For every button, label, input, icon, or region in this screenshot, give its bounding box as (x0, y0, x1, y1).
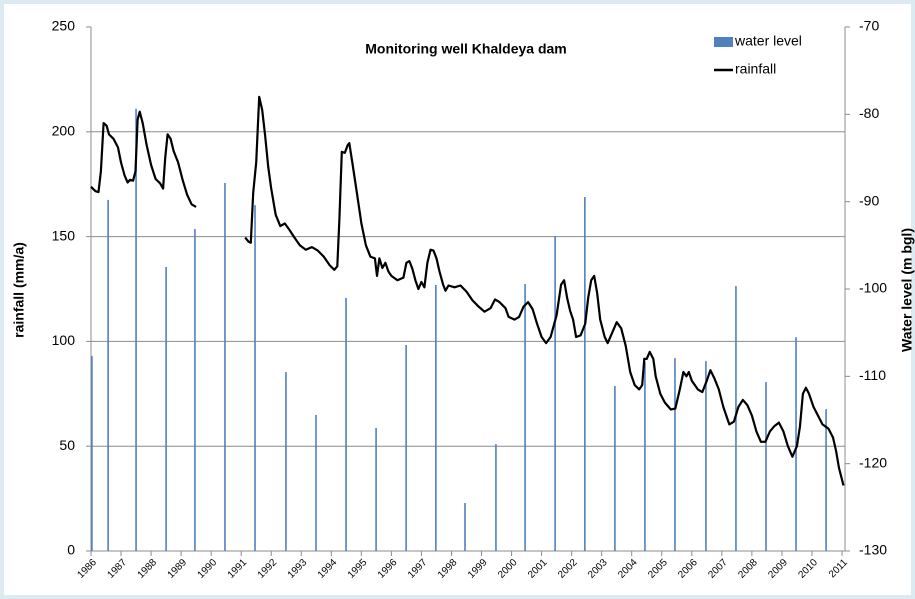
bar (315, 414, 317, 551)
chart-background (4, 4, 911, 595)
bar (224, 182, 226, 552)
y2-tick-label: -130 (859, 542, 887, 558)
bar (674, 358, 676, 551)
bar (795, 337, 797, 551)
bar (107, 199, 109, 552)
bar (345, 298, 347, 551)
bar (614, 386, 616, 551)
y-tick-label: 0 (67, 542, 75, 558)
y2-tick-label: -110 (859, 367, 886, 383)
bar (554, 235, 556, 552)
bar (705, 361, 707, 551)
bar (644, 361, 646, 551)
bar (254, 205, 256, 551)
bar (825, 409, 827, 551)
bar (435, 285, 437, 551)
y-tick-label: 150 (52, 227, 76, 243)
bar (524, 283, 526, 551)
legend-label: rainfall (735, 61, 776, 77)
y2-tick-label: -70 (859, 18, 879, 34)
y-tick-label: 100 (52, 332, 76, 348)
bar (165, 266, 167, 551)
y-tick-label: 250 (52, 18, 76, 34)
y2-tick-label: -80 (859, 105, 879, 121)
y2-axis-label: Water level (m bgl) (899, 228, 915, 352)
bar (405, 344, 407, 551)
bar (584, 196, 586, 551)
bar (194, 229, 196, 552)
y2-tick-label: -120 (859, 454, 887, 470)
bar (765, 382, 767, 551)
y2-tick-label: -100 (859, 280, 887, 296)
y-tick-label: 200 (52, 123, 76, 139)
bar (464, 503, 466, 551)
bar (91, 356, 93, 551)
bar (375, 427, 377, 551)
chart-title: Monitoring well Khaldeya dam (365, 41, 566, 57)
y2-tick-label: -90 (859, 192, 879, 208)
line (90, 95, 845, 486)
legend-swatch (714, 37, 733, 47)
legend-label: water level (734, 33, 802, 49)
bar (285, 372, 287, 551)
y-tick-label: 50 (59, 437, 75, 453)
bar (495, 444, 497, 551)
bar (135, 108, 137, 551)
y-axis-label: rainfall (mm/a) (11, 242, 27, 338)
